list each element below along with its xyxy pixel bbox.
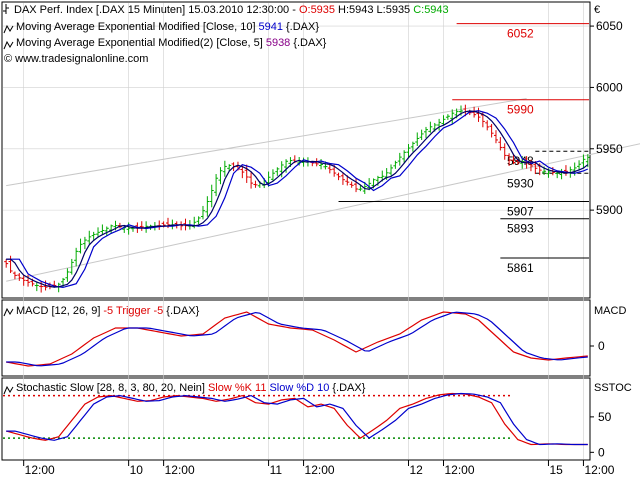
stoch-k: Slow %K 11 <box>208 382 267 394</box>
currency-symbol: € <box>594 4 600 16</box>
time-tick-label: 12:00 <box>305 463 335 477</box>
macd-line <box>6 311 588 367</box>
time-tick-label: 12:00 <box>165 463 195 477</box>
ma5-label: Moving Average Exponential Modified(2) [… <box>16 37 263 49</box>
price-tick-label-6050: 6050 <box>596 19 623 33</box>
stoch-panel <box>1 377 591 461</box>
ma10-suffix: {.DAX} <box>286 21 319 33</box>
level-label-5907: 5907 <box>507 205 534 219</box>
legend-line-3: Moving Average Exponential Modified(2) [… <box>16 37 327 49</box>
candlesticks <box>4 104 590 293</box>
macd-legend: MACD [12, 26, 9] -5 Trigger -5 {.DAX} MACD <box>3 305 626 317</box>
stoch-tick-label-0: 0 <box>598 445 605 459</box>
macd-label: MACD [12, 26, 9] <box>16 305 100 317</box>
ma10-line <box>6 110 589 289</box>
macd-suffix: {.DAX} <box>166 305 199 317</box>
macd-trigger-line <box>6 311 588 367</box>
time-tick-label: 12:00 <box>25 463 55 477</box>
stoch-axis-title: SSTOC <box>594 382 632 394</box>
macd-label-text: MACD [12, 26, 9] -5 Trigger -5 {.DAX} <box>16 305 200 317</box>
high-value: H:5943 <box>338 4 373 16</box>
price-tick-label-5900: 5900 <box>596 203 623 217</box>
stoch-label: Stochastic Slow [28, 8, 3, 80, 20, Nein] <box>16 382 205 394</box>
time-axis: 12:00 10 12:00 11 12:00 12 12:00 15 12:00 <box>23 460 615 477</box>
ma-legend-icon <box>3 24 14 34</box>
time-tick-label: 12:00 <box>445 463 475 477</box>
ma5-value: 5938 <box>266 37 290 49</box>
level-label-6052: 6052 <box>507 27 534 41</box>
ma5-suffix: {.DAX} <box>293 37 326 49</box>
macd-trigger: -5 Trigger -5 <box>103 305 163 317</box>
time-tick-label: 12 <box>410 463 424 477</box>
stoch-legend-icon <box>3 385 14 395</box>
macd-lines: 0 <box>6 311 605 367</box>
close-value: C:5943 <box>413 4 448 16</box>
stoch-d: Slow %D 10 <box>269 382 329 394</box>
time-tick-label: 10 <box>130 463 144 477</box>
moving-averages <box>6 110 589 289</box>
time-tick-label: 15 <box>549 463 563 477</box>
time-tick-label: 11 <box>270 463 283 477</box>
price-tick-label-6000: 6000 <box>596 80 623 94</box>
channel-upper-line <box>6 97 527 187</box>
price-panel <box>1 1 591 299</box>
price-axis: 5900 5950 6000 6050 <box>590 19 623 217</box>
stoch-d-line <box>6 392 588 446</box>
stoch-k-line <box>6 392 588 446</box>
legend-prefix: DAX Perf. Index [.DAX 15 Minuten] 15.03.… <box>14 4 299 16</box>
macd-panel <box>1 299 591 377</box>
copyright: © www.tradesignalonline.com <box>4 53 148 65</box>
stoch-legend: Stochastic Slow [28, 8, 3, 80, 20, Nein]… <box>3 382 632 395</box>
low-value: L:5935 <box>377 4 411 16</box>
macd-legend-icon <box>3 307 14 317</box>
stoch-suffix: {.DAX} <box>332 382 365 394</box>
ma10-label: Moving Average Exponential Modified [Clo… <box>16 21 256 33</box>
macd-axis-title: MACD <box>594 305 626 317</box>
price-tick-label-5950: 5950 <box>596 142 623 156</box>
time-tick-label: 12:00 <box>584 463 614 477</box>
stoch-label-text: Stochastic Slow [28, 8, 3, 80, 20, Nein]… <box>16 382 366 394</box>
ma5-line <box>6 110 589 288</box>
open-value: O:5935 <box>299 4 335 16</box>
level-label-5990: 5990 <box>507 103 534 117</box>
level-label-5893: 5893 <box>507 222 534 236</box>
level-label-5930: 5930 <box>507 176 534 190</box>
stochastic-lines: 50 0 <box>3 392 612 459</box>
legend-line-2: Moving Average Exponential Modified [Clo… <box>16 21 319 33</box>
trend-channel <box>6 97 640 282</box>
ma10-value: 5941 <box>259 21 283 33</box>
stoch-tick-label-50: 50 <box>598 410 612 424</box>
price-legend: DAX Perf. Index [.DAX 15 Minuten] 15.03.… <box>3 4 449 65</box>
channel-lower-line <box>6 143 640 282</box>
legend-line-1: DAX Perf. Index [.DAX 15 Minuten] 15.03.… <box>14 4 449 16</box>
macd-zero-label: 0 <box>598 339 605 353</box>
level-label-5861: 5861 <box>507 261 534 275</box>
ma-legend-icon <box>3 40 14 50</box>
candle-legend-icon <box>3 4 9 14</box>
